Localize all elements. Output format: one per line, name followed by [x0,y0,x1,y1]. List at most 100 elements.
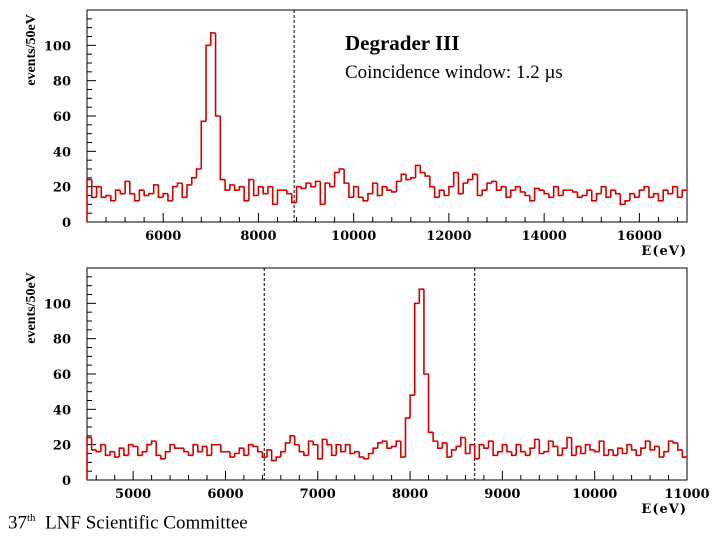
y-tick-label: 100 [44,39,71,54]
histogram-bin [414,164,421,178]
histogram-bin [598,440,604,452]
histogram-bin [303,451,309,457]
y-tick-label: 100 [44,297,71,312]
histogram-bin [605,186,611,199]
top-histogram-panel: 0 20 40 60 80 100 6000 8000 10000 12000 14000 16000… [24,9,688,259]
histogram-bin [590,190,597,202]
histogram-bin [314,180,321,187]
histogram-bin [300,186,307,190]
y-tick-label: 80 [53,75,71,90]
histogram-bin [155,441,161,457]
histogram-bin [206,446,212,457]
histogram-bin [257,185,264,196]
histogram-bin [395,180,402,192]
histogram-bin [376,442,383,449]
histogram-bin [338,168,345,173]
histogram-bin [566,436,572,449]
histogram-bin [586,189,592,196]
x-tick-label: 8000 [240,229,276,244]
histogram-bin [657,193,664,202]
histogram-bin [658,446,664,458]
histogram-bin [575,445,581,456]
footer-text: LNF Scientific Committee [45,512,248,534]
histogram-bin [353,450,360,454]
histogram-bin [519,186,526,193]
histogram-bin [395,440,401,447]
histogram-bin [423,289,429,375]
histogram-bin [556,446,563,457]
histogram-bin [127,443,134,456]
histogram-bin [441,442,447,449]
histogram-bin [681,449,687,458]
histogram-bin [652,192,659,198]
histogram-bin [310,183,316,188]
x-tick-label: 5000 [115,487,151,502]
histogram-bin [469,443,475,454]
histogram-bin [169,443,175,452]
histogram-bin [524,451,531,457]
y-tick-label: 60 [53,110,71,125]
histogram-bin [118,447,124,458]
histogram-bin [515,443,521,456]
histogram-bin [514,185,521,191]
histogram-bin [150,440,157,445]
x-tick-label: 6000 [207,487,243,502]
histogram-bin [196,444,203,453]
histogram-bin [100,443,106,452]
histogram-bin [570,437,577,457]
histogram-bin [181,183,187,199]
x-tick-label: 16000 [617,229,662,244]
histogram-bin [173,444,180,449]
histogram-bin [224,179,230,191]
histogram-bin [638,189,645,198]
histogram-bin [90,437,97,451]
histogram-bin [146,443,152,452]
histogram-bin [681,189,687,198]
histogram-bin [141,450,147,456]
histogram-bin [644,440,651,449]
histogram-bin [538,439,544,455]
histogram-bin [386,186,392,191]
histogram-bin [86,436,92,480]
footer-number: 37 [8,512,27,534]
histogram-bin [357,186,364,199]
histogram-bin [533,187,540,201]
x-tick-label: 10000 [331,229,376,244]
histogram-bin [478,443,484,459]
y-tick-label: 40 [53,403,71,418]
histogram-bin [381,185,387,196]
histogram-bin [171,185,178,201]
histogram-bin [233,452,240,458]
histogram-bin [343,169,349,184]
histogram-bin [455,445,461,450]
histogram-bin [205,44,211,122]
histogram-bin [410,177,416,180]
histogram-bin [552,441,558,448]
histogram-bin [400,173,407,182]
histogram-bin [486,182,492,191]
histogram-bin [448,185,454,196]
histogram-bin [261,451,267,458]
histogram-bin [316,444,323,460]
histogram-bin [443,190,449,197]
histogram-bin [238,185,245,191]
histogram-bin [136,446,143,457]
histogram-bin [229,451,235,458]
histogram-bin [363,457,369,460]
histogram-bin [386,441,392,449]
histogram-bin [626,443,632,454]
histogram-bin [562,189,568,196]
histogram-bin [238,447,244,454]
histogram-bin [571,190,578,193]
histogram-bin [348,183,354,199]
histogram-bin [543,450,549,454]
histogram-bin [676,186,683,199]
histogram-bin [624,200,630,205]
histogram-bin [457,172,464,195]
histogram-bin [243,448,249,457]
histogram-bin [362,197,368,202]
histogram-bin [95,449,101,453]
histogram-bin [280,450,286,458]
histogram-bin [100,186,107,199]
histogram-bin [305,182,311,189]
